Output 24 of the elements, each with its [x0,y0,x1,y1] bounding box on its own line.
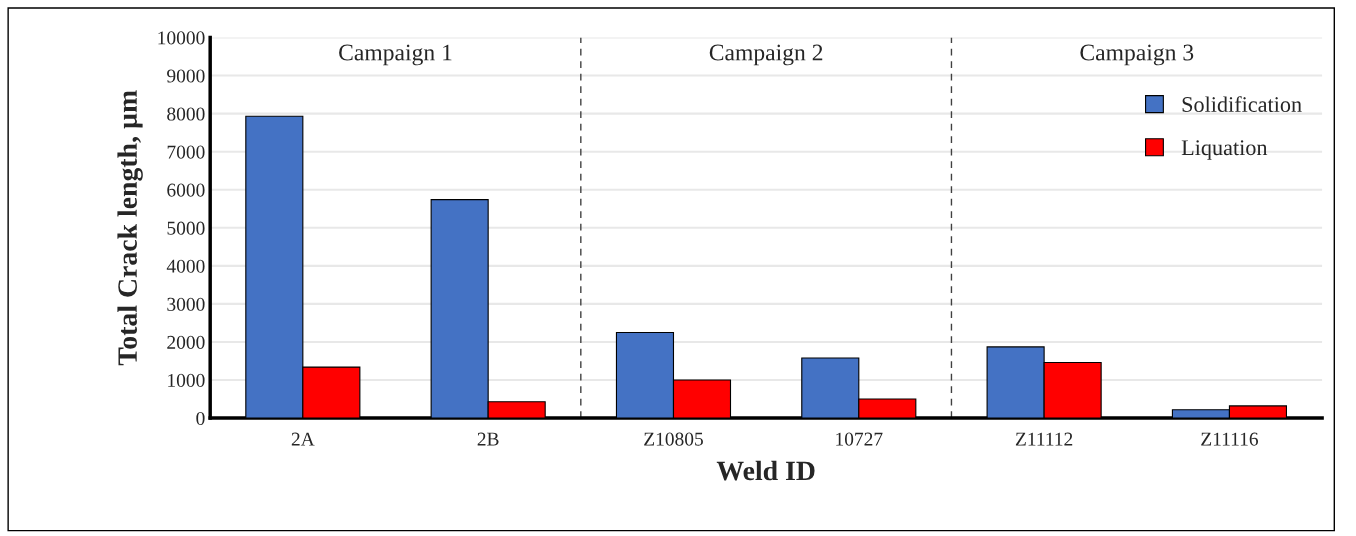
x-tick-label: Z10805 [644,432,703,446]
y-tick-label: 2000 [167,335,205,349]
annotation: Campaign 3 [1080,44,1194,66]
x-axis-title: Weld ID [716,460,815,481]
annotation: Campaign 1 [339,44,452,66]
y-axis-title: Total Crack length, µm [117,90,143,366]
x-tick-label: Z11112 [1015,432,1073,446]
annotation: Campaign 2 [709,44,823,66]
y-tick-label: 0 [196,411,205,426]
x-tick-label: 2B [477,432,499,446]
y-tick-label: 4000 [166,259,205,273]
legend-label: Liquation [1181,140,1268,160]
legend-label: Solidification [1182,96,1302,113]
y-tick-label: 3000 [167,297,205,311]
y-tick-label: 1000 [168,373,205,387]
y-tick-label: 9000 [167,69,205,83]
y-tick-label: 5000 [167,221,205,235]
y-tick-label: 8000 [167,107,205,121]
x-tick-label: 10727 [836,432,883,446]
y-tick-label: 6000 [167,183,205,197]
x-tick-label: 2A [291,432,315,446]
y-tick-label: 7000 [167,145,205,159]
y-tick-label: 10000 [158,31,205,45]
x-tick-label: Z11116 [1201,432,1259,446]
